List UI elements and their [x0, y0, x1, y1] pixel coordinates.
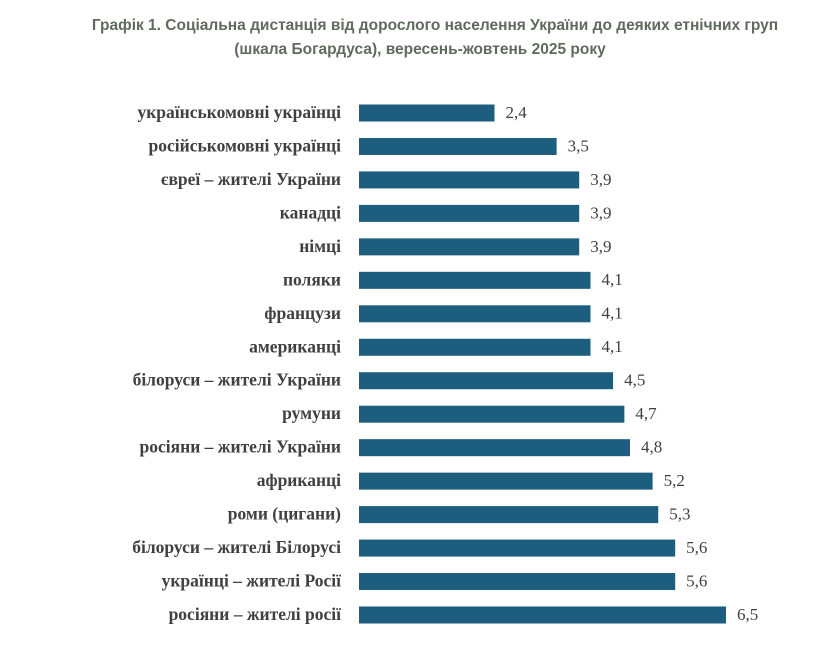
value-label: 5,6 — [686, 571, 707, 590]
category-label: білоруси – жителі Білорусі — [132, 537, 341, 557]
category-label: білоруси – жителі України — [133, 370, 341, 390]
category-label: американці — [249, 336, 341, 356]
bar — [359, 204, 580, 222]
value-label: 2,4 — [506, 103, 528, 122]
category-label: румуни — [282, 403, 341, 423]
category-label: німці — [299, 236, 341, 256]
value-label: 4,1 — [601, 304, 622, 323]
bar — [359, 338, 591, 356]
category-label: росіяни – жителі росії — [169, 604, 342, 624]
category-label: канадці — [280, 202, 341, 222]
bar — [359, 405, 625, 423]
bar — [359, 573, 676, 591]
bar — [359, 137, 557, 155]
bar — [359, 305, 591, 323]
value-label: 4,7 — [635, 404, 657, 423]
value-label: 4,1 — [601, 270, 622, 289]
category-label: російськомовні українці — [149, 135, 342, 155]
category-label: африканці — [257, 470, 341, 490]
bar — [359, 271, 591, 289]
value-label: 6,5 — [737, 605, 758, 624]
value-label: 5,6 — [686, 538, 707, 557]
category-label: українськомовні українці — [137, 102, 341, 122]
bar — [359, 171, 580, 189]
category-label: роми (цигани) — [228, 504, 341, 524]
value-label: 5,3 — [669, 505, 690, 524]
value-label: 4,8 — [641, 438, 662, 457]
value-label: 4,5 — [624, 371, 645, 390]
category-label: поляки — [283, 269, 341, 289]
bar — [359, 439, 631, 457]
category-label: українці – жителі Росії — [162, 571, 342, 591]
bar — [359, 372, 614, 390]
value-label: 4,1 — [601, 337, 622, 356]
bar — [359, 539, 676, 557]
value-label: 3,9 — [590, 237, 611, 256]
category-label: французи — [264, 303, 341, 323]
category-label: євреї – жителі України — [161, 169, 341, 189]
value-label: 3,9 — [590, 170, 611, 189]
value-label: 3,5 — [568, 136, 589, 155]
value-label: 3,9 — [590, 203, 611, 222]
category-label: росіяни – жителі України — [140, 437, 341, 457]
bar — [359, 606, 726, 624]
value-label: 5,2 — [664, 471, 685, 490]
bar — [359, 238, 580, 256]
bar — [359, 472, 653, 490]
chart-subtitle: (шкала Богардуса), вересень-жовтень 2025… — [234, 41, 606, 58]
chart-title: Графік 1. Соціальна дистанція від доросл… — [92, 17, 778, 34]
bar — [359, 104, 495, 122]
bar — [359, 506, 659, 524]
